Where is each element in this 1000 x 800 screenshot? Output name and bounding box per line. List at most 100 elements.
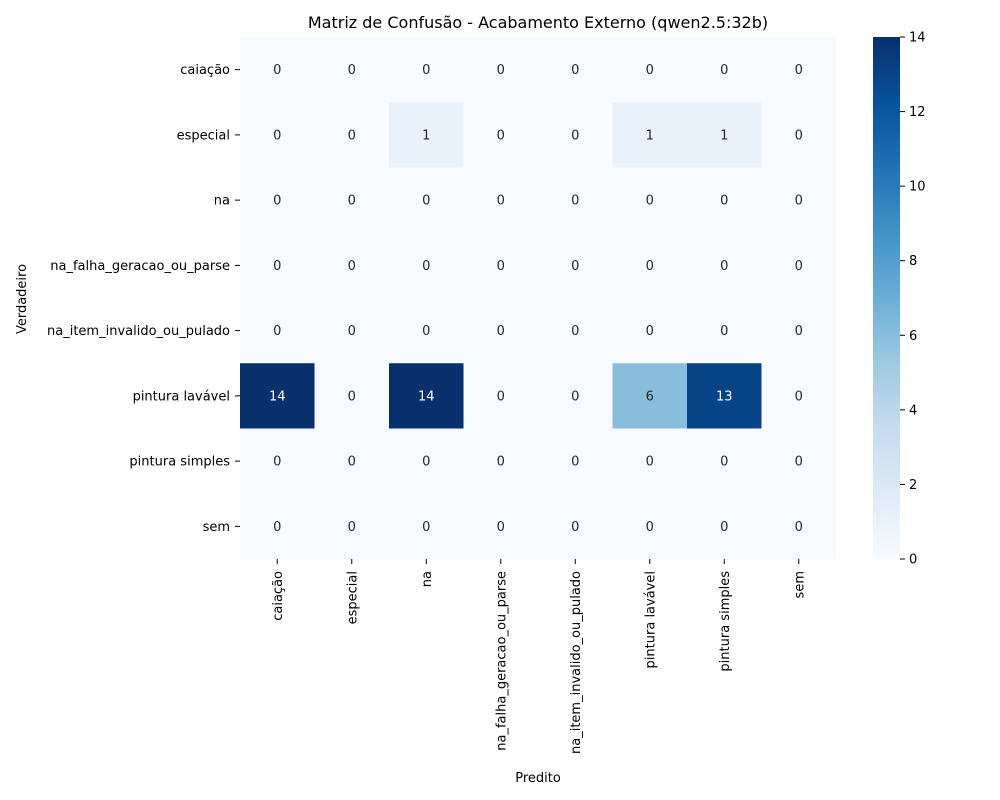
cell-annotation: 0 — [571, 324, 579, 339]
heatmap-cell — [240, 428, 315, 495]
cell-annotation: 0 — [348, 455, 356, 470]
colorbar-gradient — [873, 37, 900, 559]
y-axis: caiação especial na na_falha_geracao_ou_par… — [47, 63, 240, 535]
cell-annotation: 0 — [720, 520, 728, 535]
heatmap-cell — [687, 37, 762, 103]
heatmap-cell — [538, 493, 613, 560]
cell-annotation: 0 — [273, 128, 281, 143]
colorbar-tick-label: 4 — [909, 403, 917, 418]
x-axis: caiação especial na na_falha_geracao_ou_par… — [271, 559, 807, 754]
cell-annotation: 0 — [795, 194, 803, 209]
heatmap-cell — [612, 232, 688, 299]
cell-annotation: 0 — [795, 324, 803, 339]
cell-annotation: 0 — [795, 389, 803, 404]
heatmap-cell — [463, 298, 539, 364]
cell-annotation: 0 — [348, 520, 356, 535]
heatmap-cell — [314, 232, 390, 299]
heatmap-cell — [761, 167, 837, 234]
cell-annotation: 0 — [571, 520, 579, 535]
colorbar-tick-label: 10 — [909, 180, 926, 195]
x-axis-label: Predito — [515, 771, 561, 786]
cell-annotation: 0 — [571, 128, 579, 143]
heatmap-cell — [612, 493, 688, 560]
heatmap-cell — [612, 167, 688, 234]
cell-annotation: 0 — [422, 63, 430, 78]
cell-annotation: 0 — [348, 389, 356, 404]
cell-annotation: 0 — [646, 259, 654, 274]
heatmap-cell — [761, 37, 837, 103]
cell-annotation: 0 — [348, 194, 356, 209]
heatmap-cell — [389, 37, 464, 103]
cell-annotation: 0 — [571, 63, 579, 78]
y-tick-label: pintura simples — [129, 455, 230, 470]
cell-annotation: 0 — [795, 63, 803, 78]
cell-annotations: 0 0 0 0 0 0 0 0 0 0 1 0 0 1 1 0 0 0 0 0 0 0 0 0 0 0 0 0 0 0 0 0 0 0 0 0 0 0 0 0… — [269, 63, 803, 535]
heatmap-cell — [463, 232, 539, 299]
cell-annotation: 0 — [273, 520, 281, 535]
heatmap-cell — [687, 493, 762, 560]
heatmap-cell — [314, 493, 390, 560]
chart-title: Matriz de Confusão - Acabamento Externo … — [308, 13, 768, 32]
heatmap-cell — [389, 167, 464, 234]
heatmap-cell — [314, 167, 390, 234]
cell-annotation: 0 — [497, 520, 505, 535]
cell-annotation: 6 — [646, 389, 654, 404]
cell-annotation: 0 — [273, 194, 281, 209]
heatmap-cell — [314, 298, 390, 364]
cell-annotation: 0 — [497, 194, 505, 209]
cell-annotation: 0 — [795, 259, 803, 274]
heatmap-cell — [389, 102, 464, 168]
heatmap-cell — [389, 363, 464, 429]
heatmap-cell — [240, 37, 315, 103]
cell-annotation: 0 — [497, 63, 505, 78]
heatmap-cell — [687, 232, 762, 299]
cell-annotation: 0 — [497, 128, 505, 143]
heatmap-cell — [687, 298, 762, 364]
cell-annotation: 0 — [422, 324, 430, 339]
cell-annotation: 0 — [348, 63, 356, 78]
heatmap-cell — [463, 102, 539, 168]
colorbar-tick-label: 0 — [909, 553, 917, 568]
y-tick-label: sem — [203, 520, 230, 535]
cell-annotation: 0 — [571, 259, 579, 274]
cell-annotation: 0 — [720, 194, 728, 209]
heatmap-cell — [687, 363, 762, 429]
heatmap-cell — [612, 428, 688, 495]
cell-annotation: 0 — [273, 259, 281, 274]
heatmap-cell — [761, 428, 837, 495]
cell-annotation: 0 — [273, 324, 281, 339]
cell-annotation: 0 — [571, 194, 579, 209]
heatmap-cell — [612, 102, 688, 168]
x-tick-label: especial — [345, 571, 360, 624]
cell-annotation: 14 — [418, 389, 435, 404]
heatmap-cell — [612, 37, 688, 103]
heatmap-cell — [538, 363, 613, 429]
cell-annotation: 0 — [422, 259, 430, 274]
heatmap-cell — [463, 493, 539, 560]
heatmap-cell — [761, 493, 837, 560]
cell-annotation: 0 — [720, 63, 728, 78]
cell-annotation: 13 — [716, 389, 733, 404]
colorbar-tick-label: 8 — [909, 254, 917, 269]
cell-annotation: 0 — [646, 63, 654, 78]
heatmap-cell — [463, 167, 539, 234]
heatmap-cell — [463, 363, 539, 429]
cell-annotation: 1 — [646, 128, 654, 143]
x-tick-label: caiação — [271, 571, 286, 621]
heatmap-cell — [761, 232, 837, 299]
y-tick-label: pintura lavável — [133, 389, 230, 404]
heatmap-cell — [314, 428, 390, 495]
cell-annotation: 0 — [273, 63, 281, 78]
heatmap-cell — [612, 363, 688, 429]
heatmap-cell — [538, 298, 613, 364]
cell-annotation: 0 — [422, 455, 430, 470]
heatmap-cell — [538, 102, 613, 168]
y-tick-label: na_falha_geracao_ou_parse — [50, 259, 230, 274]
cell-annotation: 0 — [795, 520, 803, 535]
heatmap-cell — [389, 493, 464, 560]
x-tick-label: sem — [792, 571, 807, 598]
cell-annotation: 0 — [720, 455, 728, 470]
heatmap-cells — [240, 37, 837, 560]
cell-annotation: 1 — [422, 128, 430, 143]
heatmap-cell — [761, 298, 837, 364]
